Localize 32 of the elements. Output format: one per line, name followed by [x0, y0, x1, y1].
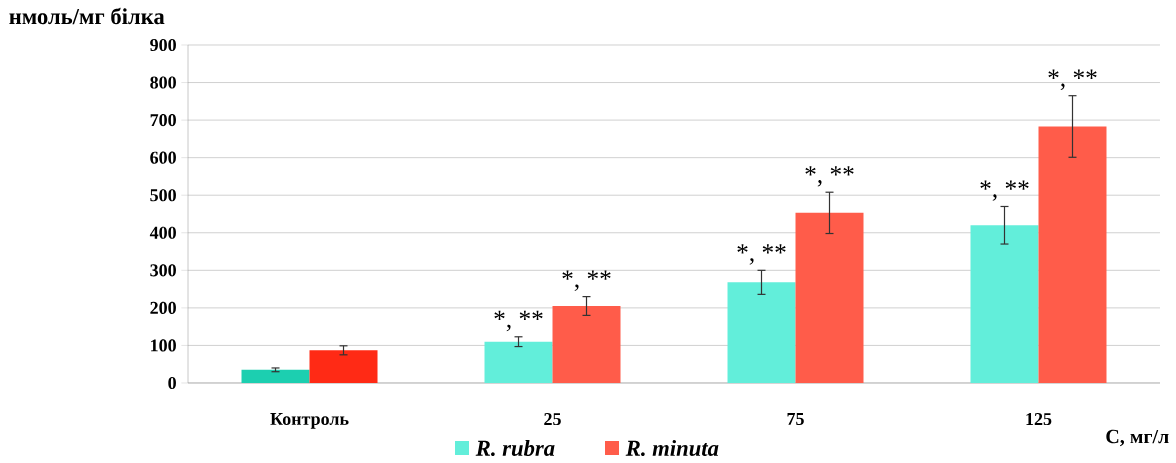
y-tick-label: 100	[151, 339, 176, 352]
annotation: *, **	[562, 270, 611, 291]
legend-label: R. rubra	[475, 439, 555, 456]
legend-label: R. minuta	[625, 439, 719, 456]
y-axis-title: нмоль/мг білка	[9, 7, 165, 25]
bar	[1038, 126, 1107, 383]
y-tick-label: 300	[150, 264, 176, 277]
y-tick-label: 900	[150, 38, 176, 52]
bar	[727, 282, 796, 383]
x-tick-label: 25	[544, 413, 561, 426]
bar	[241, 369, 310, 383]
x-axis-title: С, мг/л	[1106, 429, 1169, 447]
y-tick-label: 800	[150, 76, 176, 89]
x-tick-label: Контроль	[270, 413, 349, 429]
annotation: *, **	[494, 310, 543, 332]
y-tick-label: 0	[168, 376, 176, 390]
bar	[484, 341, 553, 383]
bar	[552, 306, 621, 383]
x-tick-label: 125	[1026, 413, 1052, 426]
bar	[970, 225, 1039, 383]
bar	[795, 212, 864, 383]
y-tick-label: 200	[150, 301, 176, 314]
y-tick-label: 400	[149, 226, 176, 239]
bar	[309, 350, 378, 383]
annotation: *, **	[980, 180, 1029, 201]
y-tick-label: 600	[150, 151, 176, 164]
annotation: *, **	[1048, 69, 1097, 91]
annotation: *, **	[805, 166, 854, 187]
y-tick-label: 500	[150, 189, 176, 202]
annotation: *, **	[737, 244, 786, 265]
y-tick-label: 700	[150, 114, 176, 127]
x-tick-label: 75	[787, 413, 804, 425]
